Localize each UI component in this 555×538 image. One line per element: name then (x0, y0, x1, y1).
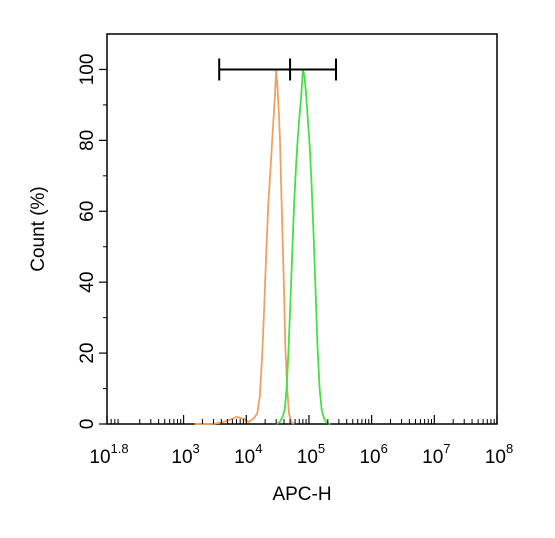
gate-marker (218, 58, 337, 81)
y-axis-title: Count (%) (28, 186, 49, 272)
y-tick-label: 60 (77, 201, 98, 222)
x-axis-title: APC-H (272, 484, 331, 505)
x-tick-label: 104 (234, 441, 262, 468)
y-tick-label: 0 (77, 419, 98, 430)
histogram-series-2 (275, 69, 331, 425)
x-tick-label: 108 (485, 441, 513, 468)
y-axis-ticks: 0 20 40 60 80 100 (77, 54, 107, 430)
plot-frame (106, 33, 498, 425)
x-axis-ticks: 101.8 103 104 105 106 107 108 (89, 415, 513, 468)
x-tick-label: 101.8 (89, 441, 128, 468)
y-tick-label: 100 (77, 54, 98, 86)
x-tick-label: 105 (297, 441, 325, 468)
histogram-series-1 (194, 69, 295, 425)
x-tick-label: 103 (171, 441, 199, 468)
series-layer (194, 69, 331, 425)
y-tick-label: 40 (77, 272, 98, 293)
y-tick-label: 80 (77, 130, 98, 151)
x-tick-label: 107 (422, 441, 450, 468)
x-tick-label: 106 (359, 441, 387, 468)
y-tick-label: 20 (77, 343, 98, 364)
